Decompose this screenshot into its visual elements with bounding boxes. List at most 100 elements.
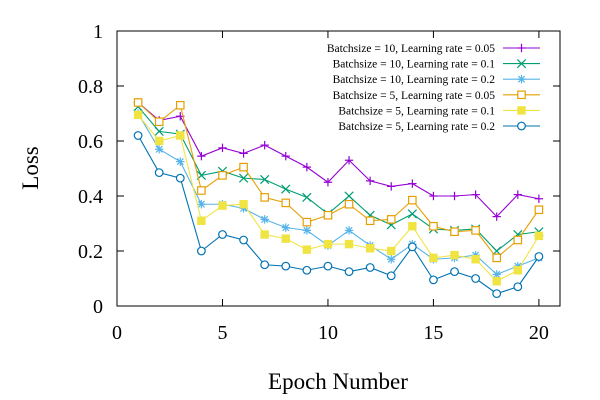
series-5-point [471, 255, 480, 264]
series-4-point [513, 235, 523, 245]
series-5-point [492, 277, 501, 286]
series-6-point [386, 271, 396, 281]
series-1-point [239, 149, 248, 158]
series-4-point [281, 198, 291, 208]
series-5-point [323, 239, 333, 249]
series-4-point [429, 221, 438, 231]
series-4-point [175, 100, 185, 110]
series-4-point [492, 253, 502, 263]
series-6-point [133, 131, 143, 140]
series-2-point [260, 174, 270, 185]
series-5-point [408, 222, 417, 231]
legend-label: Batchsize = 5, Learning rate = 0.1 [338, 105, 495, 117]
series-4-point [408, 195, 417, 205]
y-tick-label: 0.6 [78, 131, 103, 153]
series-5-point [365, 244, 375, 253]
series-1-point [197, 151, 206, 161]
series-2-point [407, 209, 417, 219]
series-1-point [492, 212, 501, 221]
x-tick-label: 15 [423, 322, 443, 344]
plot-border [116, 30, 561, 307]
series-1-point [471, 190, 480, 199]
series-1-line [137, 102, 540, 218]
series-1-point [365, 176, 375, 186]
series-4-point [260, 193, 269, 202]
legend-label: Batchsize = 10, Learning rate = 0.05 [327, 43, 495, 55]
series-1 [133, 98, 544, 221]
series-6-point [429, 275, 438, 285]
series-5-point [154, 136, 164, 146]
series-4-point [365, 216, 375, 226]
x-axis-label: Epoch Number [268, 369, 408, 394]
series-5-point [133, 110, 143, 120]
x-tick-label: 0 [112, 322, 122, 344]
series-5 [133, 110, 544, 286]
legend-entry: Batchsize = 5, Learning rate = 0.1 [338, 105, 540, 117]
series-5-point [197, 216, 206, 225]
series-6-point [492, 289, 502, 299]
legend-label: Batchsize = 10, Learning rate = 0.1 [333, 59, 496, 71]
series-1-point [302, 162, 312, 172]
series-1-point [323, 178, 333, 187]
legend-entry: Batchsize = 10, Learning rate = 0.1 [333, 59, 540, 71]
series-6-point [281, 261, 291, 271]
series-2-point [302, 192, 312, 202]
series-5-point [281, 234, 290, 243]
series-5-point [218, 201, 227, 210]
series-3-point [302, 226, 312, 235]
series-5-point [387, 246, 396, 256]
series-1-point [450, 191, 459, 201]
series-4-point [239, 162, 248, 172]
series-2-point [281, 184, 291, 194]
series-3-point [387, 255, 396, 264]
series-6-point [450, 267, 459, 277]
series-6-point [323, 261, 333, 271]
series-4-point [218, 171, 227, 180]
legend-entry: Batchsize = 5, Learning rate = 0.2 [338, 121, 540, 133]
series-5-point [260, 230, 269, 239]
series-5-point [429, 253, 438, 263]
series-1-point [344, 156, 354, 165]
series-6-point [302, 265, 312, 275]
series-1-point [218, 143, 227, 153]
series-6-point [154, 168, 164, 178]
legend-label: Batchsize = 10, Learning rate = 0.2 [333, 74, 496, 86]
x-tick-label: 20 [529, 322, 549, 344]
series-1-point [534, 194, 544, 203]
series-1-point [387, 182, 396, 191]
legend: Batchsize = 10, Learning rate = 0.05 Batc… [327, 43, 540, 133]
series-5-point [513, 266, 523, 275]
series-4-point [133, 98, 143, 107]
legend-label: Batchsize = 5, Learning rate = 0.05 [333, 90, 496, 102]
series-6-point [513, 282, 523, 292]
y-tick-label: 0 [93, 296, 103, 318]
series-group [133, 98, 544, 299]
series-6-point [365, 263, 375, 272]
series-2-point [154, 126, 164, 136]
series-6-point [260, 260, 270, 270]
series-4-point [154, 117, 164, 127]
series-3-point [344, 226, 354, 235]
series-6-point [471, 274, 481, 283]
series-3-point [154, 145, 164, 154]
legend-entry: Batchsize = 10, Learning rate = 0.2 [333, 74, 540, 86]
series-1-point [281, 151, 290, 161]
series-4-point [197, 186, 206, 195]
y-tick-label: 1 [93, 21, 103, 43]
series-3-point [176, 157, 185, 166]
series-5-point [176, 131, 185, 140]
series-6 [133, 131, 544, 299]
legend-marker [517, 106, 526, 115]
series-4-point [344, 199, 354, 209]
series-5-point [239, 200, 248, 209]
y-tick-label: 0.4 [78, 186, 103, 208]
legend-marker [517, 75, 526, 84]
legend-marker [517, 43, 526, 53]
series-6-line [137, 135, 540, 295]
series-4-point [450, 227, 459, 237]
y-axis-label: Loss [18, 146, 43, 190]
legend-marker [517, 90, 526, 100]
plot-area [116, 30, 561, 307]
legend-label: Batchsize = 5, Learning rate = 0.2 [338, 121, 495, 133]
series-1-point [429, 191, 438, 201]
